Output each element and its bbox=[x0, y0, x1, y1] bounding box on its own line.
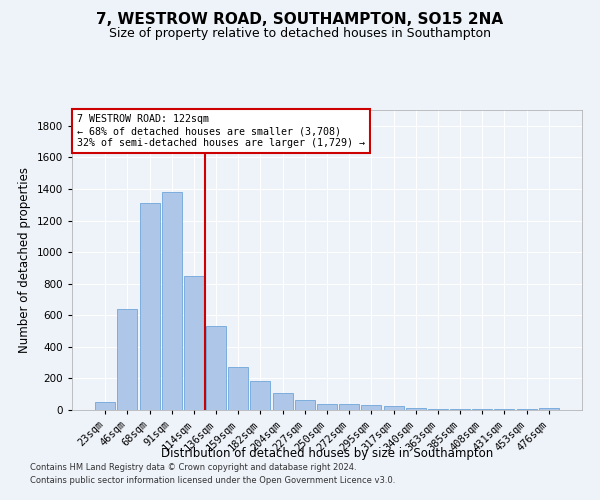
Bar bbox=[494, 409, 514, 410]
Bar bbox=[206, 326, 226, 410]
Bar bbox=[428, 409, 448, 410]
Text: Size of property relative to detached houses in Southampton: Size of property relative to detached ho… bbox=[109, 28, 491, 40]
Bar bbox=[295, 400, 315, 410]
Text: Contains HM Land Registry data © Crown copyright and database right 2024.: Contains HM Land Registry data © Crown c… bbox=[30, 464, 356, 472]
Text: 7 WESTROW ROAD: 122sqm
← 68% of detached houses are smaller (3,708)
32% of semi-: 7 WESTROW ROAD: 122sqm ← 68% of detached… bbox=[77, 114, 365, 148]
Bar bbox=[539, 408, 559, 410]
Text: Contains public sector information licensed under the Open Government Licence v3: Contains public sector information licen… bbox=[30, 476, 395, 485]
Bar bbox=[517, 409, 536, 410]
Bar bbox=[406, 408, 426, 410]
Bar bbox=[184, 276, 204, 410]
Y-axis label: Number of detached properties: Number of detached properties bbox=[18, 167, 31, 353]
Text: Distribution of detached houses by size in Southampton: Distribution of detached houses by size … bbox=[161, 448, 493, 460]
Bar bbox=[228, 366, 248, 410]
Bar bbox=[162, 192, 182, 410]
Bar bbox=[361, 406, 382, 410]
Bar bbox=[450, 409, 470, 410]
Bar bbox=[95, 402, 115, 410]
Bar bbox=[383, 406, 404, 410]
Bar bbox=[272, 394, 293, 410]
Bar bbox=[250, 381, 271, 410]
Bar bbox=[317, 404, 337, 410]
Bar bbox=[140, 203, 160, 410]
Bar bbox=[472, 409, 492, 410]
Bar bbox=[118, 309, 137, 410]
Bar bbox=[339, 404, 359, 410]
Text: 7, WESTROW ROAD, SOUTHAMPTON, SO15 2NA: 7, WESTROW ROAD, SOUTHAMPTON, SO15 2NA bbox=[97, 12, 503, 28]
